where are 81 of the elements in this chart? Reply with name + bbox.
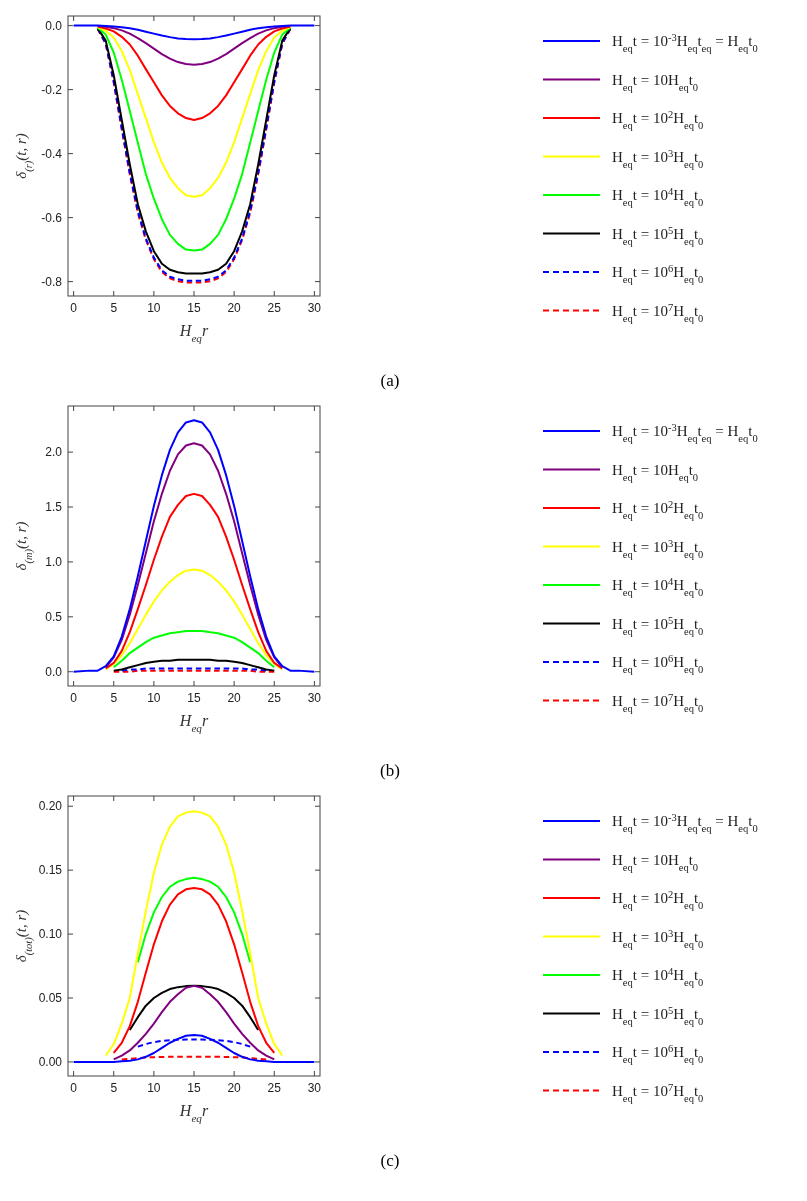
y-tick-label: 0.10 <box>38 927 63 942</box>
line-series <box>104 492 284 670</box>
y-tick-label: 0.00 <box>38 1054 63 1069</box>
legend-label: H$_{eq}$t = 10H$_{eq}$t$_{0}$ <box>612 851 699 872</box>
line-series <box>72 419 316 673</box>
legend-label: H$_{eq}$t = 10$^{3}$H$_{eq}$t$_{0}$ <box>612 147 704 169</box>
x-tick-label: 10 <box>147 301 161 315</box>
line-series <box>104 568 284 671</box>
y-tick-label: -0.4 <box>41 146 63 161</box>
legend-label: H$_{eq}$t = 10$^{3}$H$_{eq}$t$_{0}$ <box>612 927 704 949</box>
legend-label: H$_{eq}$t = 10$^{6}$H$_{eq}$t$_{0}$ <box>612 262 704 285</box>
line-series <box>96 26 292 198</box>
line-series <box>112 630 276 669</box>
x-tick-label: 20 <box>227 691 242 705</box>
y-tick-label: 0.15 <box>38 863 63 878</box>
y-tick-label: 0.5 <box>45 609 63 624</box>
line-series <box>104 442 284 669</box>
line-series <box>112 984 276 1061</box>
legend-label: H$_{eq}$t = 10$^{7}$H$_{eq}$t$_{0}$ <box>612 1081 704 1103</box>
line-series <box>136 1038 252 1048</box>
legend-label: H$_{eq}$t = 10$^{6}$H$_{eq}$t$_{0}$ <box>612 1042 704 1065</box>
y-tick-label: 0.20 <box>38 799 63 814</box>
line-series <box>72 1034 316 1063</box>
legend-label: H$_{eq}$t = 10$^{5}$H$_{eq}$t$_{0}$ <box>612 614 704 636</box>
x-tick-label: 25 <box>267 691 282 705</box>
legend-label: H$_{eq}$t = 10$^{3}$H$_{eq}$t$_{0}$ <box>612 537 704 559</box>
line-series <box>136 876 252 964</box>
x-tick-label: 30 <box>307 691 322 705</box>
legend-label: H$_{eq}$t = 10$^{5}$H$_{eq}$t$_{0}$ <box>612 224 704 246</box>
y-tick-label: -0.6 <box>41 210 63 225</box>
y-tick-label: 1.5 <box>45 500 63 515</box>
x-tick-label: 5 <box>110 1081 118 1095</box>
x-tick-label: 20 <box>227 1081 242 1095</box>
x-tick-label: 0 <box>70 301 78 315</box>
y-tick-label: 2.0 <box>45 445 63 460</box>
x-tick-label: 0 <box>70 1081 78 1095</box>
line-series <box>72 24 316 41</box>
x-axis-title: H$_{eq}$r <box>178 322 209 344</box>
legend-label: H$_{eq}$t = 10$^{7}$H$_{eq}$t$_{0}$ <box>612 301 704 323</box>
text: (a) <box>380 371 400 390</box>
x-tick-label: 10 <box>147 691 161 705</box>
legend-label: H$_{eq}$t = 10$^{2}$H$_{eq}$t$_{0}$ <box>612 108 704 131</box>
text: (c) <box>380 1151 400 1170</box>
legend-label: H$_{eq}$t = 10$^{2}$H$_{eq}$t$_{0}$ <box>612 498 704 521</box>
x-tick-label: 25 <box>267 301 282 315</box>
legend-label: H$_{eq}$t = 10$^{5}$H$_{eq}$t$_{0}$ <box>612 1004 704 1026</box>
legend-label: H$_{eq}$t = 10$^{4}$H$_{eq}$t$_{0}$ <box>612 185 704 208</box>
x-tick-label: 25 <box>267 1081 282 1095</box>
x-axis-title: H$_{eq}$r <box>178 712 209 734</box>
line-series <box>104 810 284 1057</box>
y-tick-label: 1.0 <box>45 554 63 569</box>
legend-label: H$_{eq}$t = 10$^{4}$H$_{eq}$t$_{0}$ <box>612 575 704 598</box>
legend-label: H$_{eq}$t = 10$^{7}$H$_{eq}$t$_{0}$ <box>612 691 704 713</box>
x-tick-label: 15 <box>187 691 201 705</box>
x-tick-label: 5 <box>110 691 118 705</box>
line-series <box>112 887 276 1054</box>
x-tick-label: 0 <box>70 691 78 705</box>
legend-label: H$_{eq}$t = 10$^{4}$H$_{eq}$t$_{0}$ <box>612 965 704 988</box>
x-axis-title: H$_{eq}$r <box>178 1102 209 1124</box>
y-tick-label: -0.2 <box>41 82 63 97</box>
x-tick-label: 10 <box>147 1081 161 1095</box>
x-tick-label: 15 <box>187 301 201 315</box>
legend-label: H$_{eq}$t = 10$^{2}$H$_{eq}$t$_{0}$ <box>612 888 704 911</box>
legend-label: H$_{eq}$t = 10$^{6}$H$_{eq}$t$_{0}$ <box>612 652 704 675</box>
x-tick-label: 5 <box>110 301 118 315</box>
x-tick-label: 30 <box>307 301 322 315</box>
line-series <box>128 984 260 1031</box>
text: H$_{eq}$t = 10$^{-3}$H$_{eq}$t$_{eq}$ = H$_{eq}$t$_{0}$ <box>612 421 758 444</box>
text: (b) <box>380 761 400 780</box>
y-tick-label: 0.05 <box>38 991 63 1006</box>
legend-label: H$_{eq}$t = 10H$_{eq}$t$_{0}$ <box>612 71 699 92</box>
x-tick-label: 15 <box>187 1081 201 1095</box>
line-series <box>112 658 276 672</box>
text: H$_{eq}$t = 10$^{-3}$H$_{eq}$t$_{eq}$ = H$_{eq}$t$_{0}$ <box>612 811 758 834</box>
y-tick-label: -0.8 <box>41 274 63 289</box>
y-tick-label: 0.0 <box>45 18 63 33</box>
x-tick-label: 20 <box>227 301 242 315</box>
legend-label: H$_{eq}$t = 10H$_{eq}$t$_{0}$ <box>612 461 699 482</box>
text: H$_{eq}$t = 10$^{-3}$H$_{eq}$t$_{eq}$ = H$_{eq}$t$_{0}$ <box>612 31 758 54</box>
x-tick-label: 30 <box>307 1081 322 1095</box>
y-tick-label: 0.0 <box>45 664 63 679</box>
